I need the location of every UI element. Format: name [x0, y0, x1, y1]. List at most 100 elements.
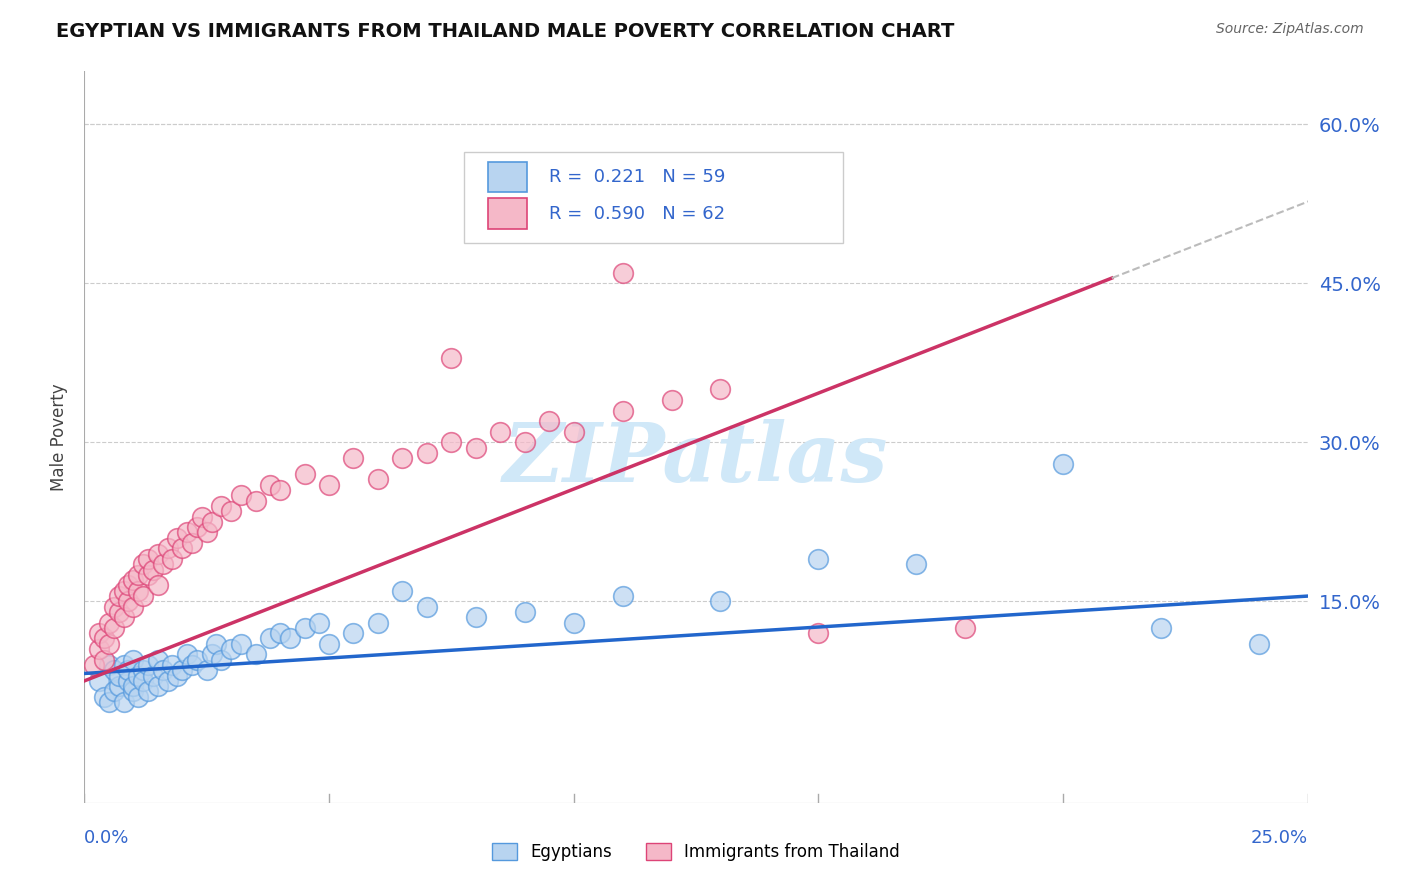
Point	[103, 684, 125, 698]
Point	[166, 668, 188, 682]
Point	[1052, 457, 1074, 471]
Point	[181, 658, 204, 673]
Text: EGYPTIAN VS IMMIGRANTS FROM THAILAND MALE POVERTY CORRELATION CHART: EGYPTIAN VS IMMIGRANTS FROM THAILAND MAL…	[56, 22, 955, 41]
Point	[112, 658, 135, 673]
Point	[367, 615, 389, 630]
Point	[229, 488, 252, 502]
Point	[93, 653, 115, 667]
Text: R =  0.221   N = 59: R = 0.221 N = 59	[550, 169, 725, 186]
Point	[87, 642, 110, 657]
Point	[191, 509, 214, 524]
Point	[117, 663, 139, 677]
Point	[562, 615, 585, 630]
Point	[162, 658, 184, 673]
Point	[107, 589, 129, 603]
Point	[391, 451, 413, 466]
Point	[97, 615, 120, 630]
Point	[97, 637, 120, 651]
Point	[166, 531, 188, 545]
Point	[464, 610, 486, 624]
Point	[127, 583, 149, 598]
Point	[122, 599, 145, 614]
Point	[97, 695, 120, 709]
Point	[117, 594, 139, 608]
Point	[342, 626, 364, 640]
Point	[209, 653, 232, 667]
Point	[117, 673, 139, 688]
Point	[205, 637, 228, 651]
Point	[229, 637, 252, 651]
Point	[318, 477, 340, 491]
Point	[127, 690, 149, 704]
Point	[259, 632, 281, 646]
Point	[195, 663, 218, 677]
Point	[83, 658, 105, 673]
Point	[612, 266, 634, 280]
Point	[661, 392, 683, 407]
Point	[245, 493, 267, 508]
Point	[127, 567, 149, 582]
Point	[219, 504, 242, 518]
Point	[152, 663, 174, 677]
Point	[1247, 637, 1270, 651]
Point	[107, 679, 129, 693]
Point	[176, 525, 198, 540]
Point	[122, 684, 145, 698]
Point	[122, 653, 145, 667]
Point	[513, 435, 536, 450]
Point	[200, 648, 222, 662]
Point	[513, 605, 536, 619]
Point	[953, 621, 976, 635]
Point	[136, 684, 159, 698]
Point	[294, 467, 316, 482]
Point	[146, 679, 169, 693]
Point	[132, 589, 155, 603]
Text: Source: ZipAtlas.com: Source: ZipAtlas.com	[1216, 22, 1364, 37]
Point	[562, 425, 585, 439]
Point	[308, 615, 330, 630]
Point	[97, 658, 120, 673]
Point	[245, 648, 267, 662]
Point	[172, 663, 194, 677]
Point	[195, 525, 218, 540]
Point	[136, 658, 159, 673]
Point	[132, 663, 155, 677]
Point	[107, 668, 129, 682]
Point	[538, 414, 561, 428]
Point	[136, 552, 159, 566]
Point	[103, 621, 125, 635]
Point	[219, 642, 242, 657]
Point	[132, 558, 155, 572]
FancyBboxPatch shape	[464, 152, 842, 244]
Point	[103, 663, 125, 677]
Point	[87, 673, 110, 688]
Point	[152, 558, 174, 572]
Point	[186, 653, 208, 667]
Point	[464, 441, 486, 455]
Point	[440, 351, 463, 365]
Point	[612, 589, 634, 603]
Point	[391, 583, 413, 598]
Point	[209, 499, 232, 513]
Point	[269, 483, 291, 497]
Point	[807, 626, 830, 640]
Point	[278, 632, 301, 646]
Point	[186, 520, 208, 534]
Point	[1150, 621, 1173, 635]
Point	[489, 425, 512, 439]
Point	[142, 668, 165, 682]
Point	[709, 594, 731, 608]
Point	[93, 632, 115, 646]
Point	[367, 473, 389, 487]
Point	[294, 621, 316, 635]
Point	[612, 403, 634, 417]
Text: 25.0%: 25.0%	[1250, 830, 1308, 847]
Text: R =  0.590   N = 62: R = 0.590 N = 62	[550, 205, 725, 223]
Point	[200, 515, 222, 529]
Point	[342, 451, 364, 466]
FancyBboxPatch shape	[488, 198, 527, 228]
FancyBboxPatch shape	[488, 161, 527, 192]
Point	[127, 668, 149, 682]
Point	[112, 695, 135, 709]
Point	[93, 690, 115, 704]
